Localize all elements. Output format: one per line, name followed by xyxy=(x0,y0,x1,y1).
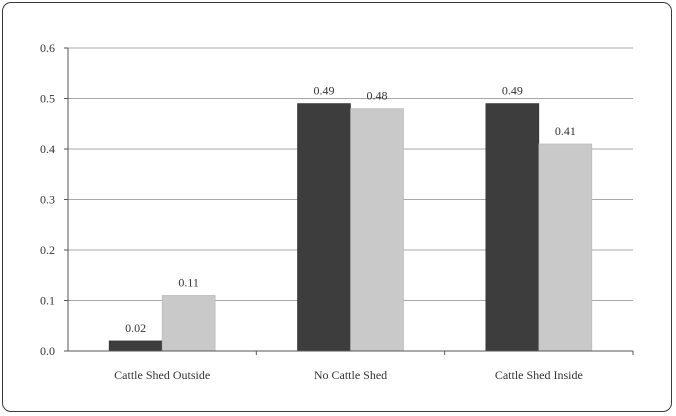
category-label: No Cattle Shed xyxy=(314,368,387,382)
bar-2-1 xyxy=(161,295,216,352)
y-tick-label: 0.6 xyxy=(40,41,55,55)
data-label: 0.48 xyxy=(367,89,388,103)
y-tick-label: 0.1 xyxy=(40,294,55,308)
bar-1-3 xyxy=(485,103,540,352)
chart-frame: 0.0 0.1 0.2 0.3 0.4 0.5 0.6 Cattle Shed Outsid… xyxy=(2,2,672,412)
bar-2-2 xyxy=(350,108,404,352)
bars xyxy=(108,103,593,352)
bar-1-1 xyxy=(108,340,163,352)
category-label: Cattle Shed Inside xyxy=(495,368,583,382)
category-label: Cattle Shed Outside xyxy=(114,368,210,382)
data-label: 0.49 xyxy=(314,84,335,98)
axes xyxy=(64,47,634,355)
data-label: 0.02 xyxy=(125,321,146,335)
bar-1-2 xyxy=(297,103,351,352)
y-tick-label: 0.5 xyxy=(40,92,55,106)
data-labels: 0.02 0.11 0.49 0.48 0.49 0.41 xyxy=(125,84,576,335)
bar-chart: 0.0 0.1 0.2 0.3 0.4 0.5 0.6 Cattle Shed Outsid… xyxy=(40,41,634,382)
y-tick-label: 0.2 xyxy=(40,243,55,257)
y-tick-label: 0.3 xyxy=(40,193,55,207)
category-labels: Cattle Shed Outside No Cattle Shed Cattle … xyxy=(114,368,583,382)
data-label: 0.49 xyxy=(502,84,523,98)
y-tick-label: 0.4 xyxy=(40,142,55,156)
data-label: 0.41 xyxy=(555,124,576,138)
data-label: 0.11 xyxy=(178,275,199,289)
y-tick-labels: 0.0 0.1 0.2 0.3 0.4 0.5 0.6 xyxy=(40,41,55,358)
bar-2-3 xyxy=(538,143,593,352)
y-tick-label: 0.0 xyxy=(40,344,55,358)
